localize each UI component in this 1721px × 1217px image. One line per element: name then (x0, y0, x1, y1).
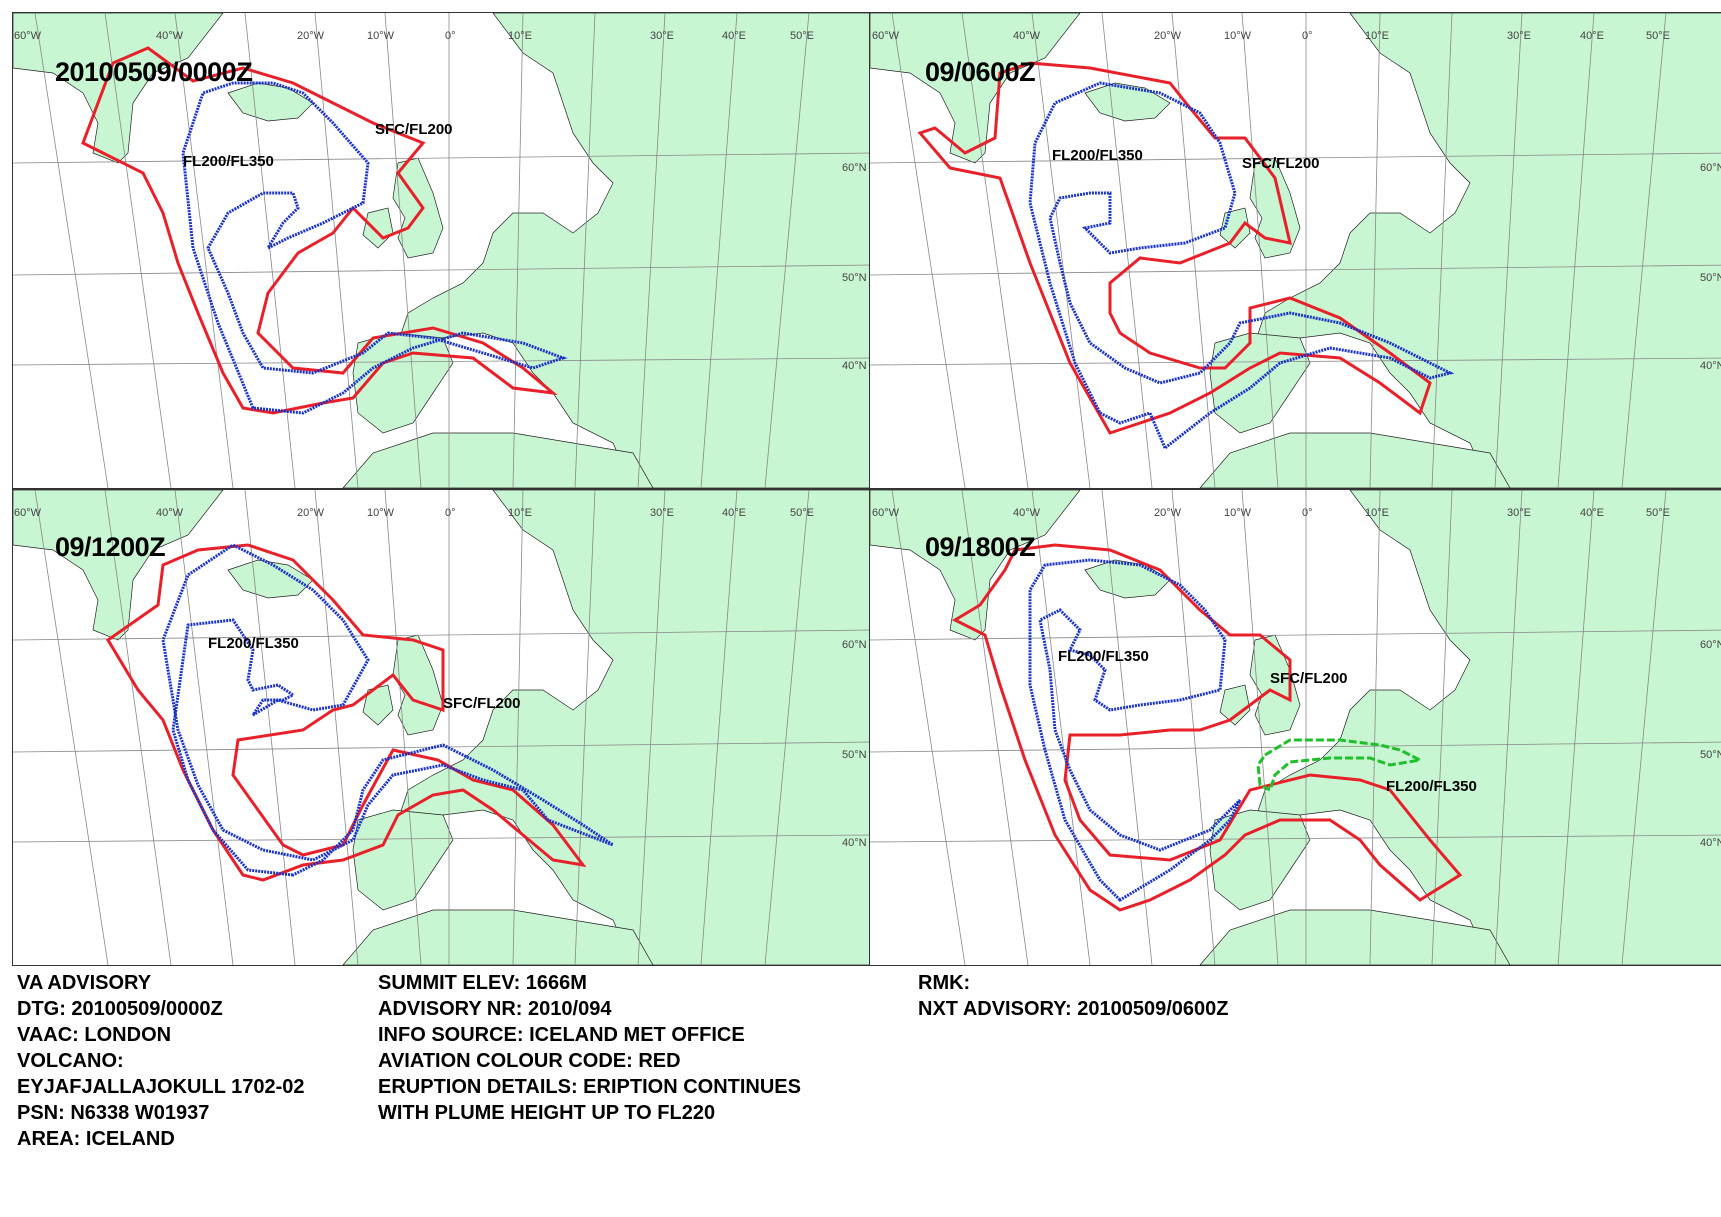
lon-label: 60°W (872, 30, 900, 42)
lat-label: 40°N (1700, 837, 1721, 849)
advisory-col3: RMK: NXT ADVISORY: 20100509/0600Z (918, 970, 1229, 1022)
lon-label: 0° (445, 507, 456, 519)
map-canvas (13, 490, 873, 965)
lon-label: 50°E (1646, 30, 1670, 42)
advisory-line: AVIATION COLOUR CODE: RED (378, 1050, 681, 1072)
lon-label: 30°E (1507, 30, 1531, 42)
panel-time-label: 09/0600Z (925, 57, 1036, 87)
lat-label: 60°N (1700, 639, 1721, 651)
advisory-line: RMK: (918, 972, 971, 994)
lon-label: 40°W (1013, 507, 1041, 519)
lon-label: 10°W (1224, 507, 1252, 519)
map-panel-0600z: 09/0600Z FL200/FL350 SFC/FL200 (869, 12, 1721, 489)
advisory-line: EYJAFJALLAJOKULL 1702-02 (17, 1076, 305, 1098)
lon-label: 20°W (1154, 507, 1182, 519)
lat-label: 40°N (1700, 360, 1721, 372)
map-panel-1800z: 09/1800Z FL200/FL350 SFC/FL200 FL200/FL3… (869, 489, 1721, 966)
map-panel-1200z: 09/1200Z FL200/FL350 SFC/FL200 (12, 489, 874, 966)
lon-label: 60°W (14, 507, 42, 519)
lat-label: 50°N (1700, 272, 1721, 284)
lon-label: 40°W (156, 30, 184, 42)
advisory-line: VA ADVISORY (17, 972, 152, 994)
lon-label: 10°E (508, 507, 532, 519)
advisory-col2: SUMMIT ELEV: 1666M ADVISORY NR: 2010/094… (378, 970, 801, 1126)
lon-label: 10°W (367, 507, 395, 519)
lat-label: 40°N (842, 360, 867, 372)
sfc-fl200-area (81, 46, 558, 415)
advisory-line: PSN: N6338 W01937 (17, 1102, 210, 1124)
advisory-line: INFO SOURCE: ICELAND MET OFFICE (378, 1024, 745, 1046)
fl200-fl350-area (1028, 81, 1455, 451)
sfc-fl200-label: SFC/FL200 (443, 695, 521, 712)
advisory-line: WITH PLUME HEIGHT UP TO FL220 (378, 1102, 716, 1124)
advisory-line: ERUPTION DETAILS: ERIPTION CONTINUES (378, 1076, 801, 1098)
map-canvas (870, 490, 1721, 965)
fl200-fl350-area (161, 543, 614, 877)
fl200-fl350-label: FL200/FL350 (183, 153, 274, 170)
advisory-line: SUMMIT ELEV: 1666M (378, 972, 587, 994)
lon-label: 40°W (156, 507, 184, 519)
sfc-fl200-label: SFC/FL200 (1242, 155, 1320, 172)
map-canvas (870, 13, 1721, 488)
map-panel-0000z: 20100509/0000Z FL200/FL350 SFC/FL200 (12, 12, 874, 489)
lon-label: 10°W (367, 30, 395, 42)
lon-label: 20°W (297, 30, 325, 42)
fl200-fl350-label: FL200/FL350 (1052, 147, 1143, 164)
advisory-line: DTG: 20100509/0000Z (17, 998, 223, 1020)
advisory-col1: VA ADVISORY DTG: 20100509/0000Z VAAC: LO… (17, 970, 305, 1152)
map-canvas (13, 13, 873, 488)
lon-label: 40°E (1580, 30, 1604, 42)
panel-time-label: 09/1200Z (55, 532, 166, 562)
lat-label: 60°N (1700, 162, 1721, 174)
advisory-line: VOLCANO: (17, 1050, 124, 1072)
fl350-fl550-area (1256, 738, 1425, 793)
lon-label: 0° (445, 30, 456, 42)
lon-label: 10°E (508, 30, 532, 42)
lon-label: 10°E (1365, 507, 1389, 519)
panel-time-label: 20100509/0000Z (55, 57, 253, 87)
lon-label: 30°E (650, 507, 674, 519)
sfc-fl200-label: SFC/FL200 (375, 121, 453, 138)
lon-label: 50°E (790, 507, 814, 519)
lon-label: 50°E (790, 30, 814, 42)
lon-label: 60°W (872, 507, 900, 519)
lon-label: 0° (1302, 30, 1313, 42)
lon-label: 40°E (722, 30, 746, 42)
lat-label: 50°N (842, 272, 867, 284)
lon-label: 40°E (722, 507, 746, 519)
lon-label: 10°E (1365, 30, 1389, 42)
lon-label: 20°W (1154, 30, 1182, 42)
lon-label: 10°W (1224, 30, 1252, 42)
lon-label: 30°E (1507, 507, 1531, 519)
fl350-fl550-label: FL200/FL350 (1386, 778, 1477, 795)
fl200-fl350-area (181, 81, 568, 415)
fl200-fl350-label: FL200/FL350 (1058, 648, 1149, 665)
lat-label: 60°N (842, 162, 867, 174)
lat-label: 60°N (842, 639, 867, 651)
sfc-fl200-area (917, 61, 1432, 435)
advisory-line: VAAC: LONDON (17, 1024, 172, 1046)
panel-time-label: 09/1800Z (925, 532, 1036, 562)
fl200-fl350-area (1028, 558, 1242, 902)
fl200-fl350-label: FL200/FL350 (208, 635, 299, 652)
lon-label: 40°W (1013, 30, 1041, 42)
lat-label: 50°N (1700, 749, 1721, 761)
lon-label: 50°E (1646, 507, 1670, 519)
lon-label: 30°E (650, 30, 674, 42)
advisory-line: ADVISORY NR: 2010/094 (378, 998, 612, 1020)
lon-label: 60°W (14, 30, 42, 42)
advisory-line: AREA: ICELAND (17, 1128, 175, 1150)
lon-label: 0° (1302, 507, 1313, 519)
lat-label: 40°N (842, 837, 867, 849)
sfc-fl200-label: SFC/FL200 (1270, 670, 1348, 687)
advisory-line: NXT ADVISORY: 20100509/0600Z (918, 998, 1229, 1020)
lat-label: 50°N (842, 749, 867, 761)
lon-label: 40°E (1580, 507, 1604, 519)
lon-label: 20°W (297, 507, 325, 519)
